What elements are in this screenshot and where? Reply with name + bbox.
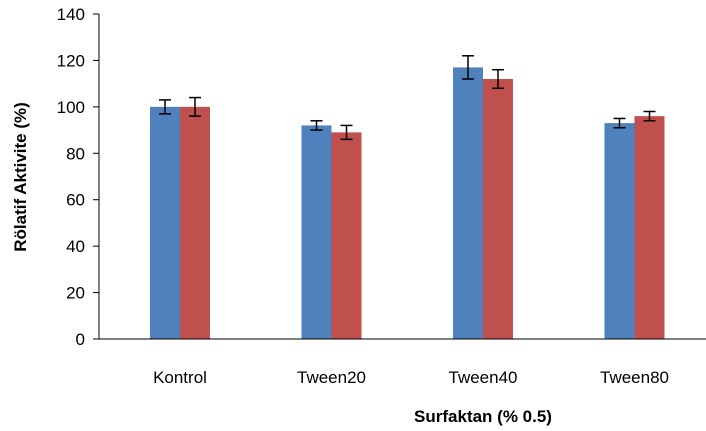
x-tick-label: Tween40 <box>449 368 518 387</box>
x-tick-label: Kontrol <box>153 368 207 387</box>
axes-layer <box>98 14 706 340</box>
y-tick-label: 20 <box>66 284 85 303</box>
bars-layer <box>150 67 665 340</box>
x-tick-label: Tween80 <box>600 368 669 387</box>
bar <box>150 106 180 339</box>
bar <box>604 123 635 339</box>
bar <box>331 132 362 339</box>
y-tick-label: 60 <box>66 191 85 210</box>
y-tick-label: 0 <box>76 330 85 349</box>
y-tick-label: 80 <box>66 144 85 163</box>
bar <box>634 116 665 340</box>
bar <box>453 67 483 340</box>
y-axis-title: Rölatif Aktivite (%) <box>11 102 30 252</box>
x-axis-ticks: Kontrol Tween20 Tween40 Tween80 <box>153 368 669 387</box>
bar <box>180 106 210 339</box>
y-tick-label: 120 <box>57 51 85 70</box>
x-tick-label: Tween20 <box>297 368 366 387</box>
bar <box>301 125 332 339</box>
error-bars-layer <box>159 55 656 141</box>
x-axis-title: Surfaktan (% 0.5) <box>414 407 552 426</box>
y-tick-label: 100 <box>57 98 85 117</box>
y-tick-label: 140 <box>57 5 85 24</box>
bar <box>483 79 513 339</box>
y-axis-ticks: 0 20 40 60 80 100 120 140 <box>57 5 99 349</box>
y-tick-label: 40 <box>66 237 85 256</box>
